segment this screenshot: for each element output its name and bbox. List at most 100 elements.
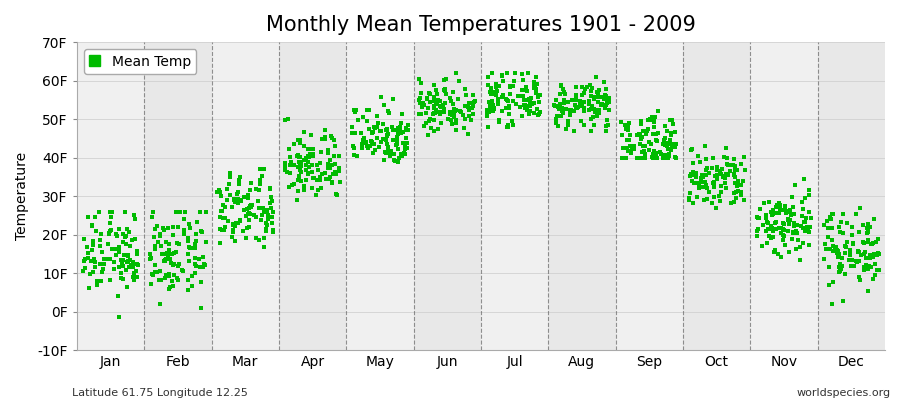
Point: [363, 143, 377, 150]
Point: [399, 146, 413, 152]
Point: [849, 258, 863, 264]
Point: [766, 248, 780, 255]
Point: [562, 109, 577, 116]
Point: [265, 220, 279, 226]
Point: [184, 224, 198, 231]
Point: [554, 83, 568, 89]
Point: [144, 280, 158, 287]
Point: [868, 261, 882, 267]
Point: [712, 193, 726, 199]
Point: [293, 178, 308, 184]
Point: [624, 150, 638, 156]
Point: [121, 226, 135, 233]
Point: [776, 220, 790, 226]
Point: [438, 86, 453, 92]
Point: [160, 250, 175, 256]
Point: [590, 94, 604, 100]
Point: [481, 74, 495, 80]
Point: [788, 228, 803, 234]
Point: [601, 95, 616, 102]
Point: [594, 94, 608, 100]
Point: [436, 86, 451, 93]
Point: [381, 147, 395, 153]
Point: [705, 200, 719, 206]
Point: [97, 260, 112, 267]
Point: [122, 264, 136, 271]
Point: [437, 77, 452, 83]
Point: [621, 126, 635, 133]
Point: [717, 172, 732, 179]
Point: [86, 256, 101, 262]
Point: [400, 140, 414, 146]
Point: [787, 211, 801, 217]
Point: [130, 251, 144, 258]
Point: [569, 84, 583, 90]
Point: [348, 107, 363, 114]
Point: [519, 84, 534, 91]
Point: [482, 82, 496, 88]
Point: [726, 162, 741, 168]
Point: [158, 226, 172, 233]
Point: [331, 167, 346, 174]
Point: [529, 86, 544, 92]
Point: [173, 208, 187, 215]
Point: [448, 117, 463, 123]
Point: [561, 99, 575, 105]
Point: [183, 245, 197, 252]
Point: [172, 260, 186, 267]
Point: [762, 199, 777, 205]
Point: [310, 162, 325, 168]
Point: [719, 145, 733, 152]
Point: [329, 192, 344, 198]
Point: [390, 134, 404, 141]
Point: [824, 224, 839, 231]
Point: [642, 147, 656, 153]
Point: [465, 91, 480, 98]
Point: [104, 228, 118, 234]
Point: [845, 223, 859, 230]
Point: [832, 248, 846, 254]
Point: [393, 127, 408, 134]
Point: [232, 181, 247, 187]
Bar: [414, 42, 481, 350]
Point: [76, 236, 91, 242]
Point: [424, 124, 438, 131]
Point: [780, 217, 795, 224]
Point: [466, 100, 481, 107]
Point: [81, 250, 95, 256]
Point: [242, 210, 256, 216]
Point: [380, 127, 394, 133]
Point: [253, 166, 267, 172]
Point: [417, 122, 431, 129]
Point: [585, 114, 599, 120]
Point: [218, 215, 232, 221]
Point: [443, 111, 457, 117]
Point: [430, 126, 445, 132]
Point: [688, 170, 703, 176]
Point: [555, 110, 570, 116]
Point: [361, 144, 375, 151]
Point: [695, 171, 709, 178]
Point: [310, 186, 325, 193]
Point: [574, 103, 589, 109]
Point: [225, 234, 239, 241]
Point: [215, 202, 230, 208]
Point: [189, 230, 203, 237]
Point: [585, 85, 599, 92]
Point: [378, 149, 392, 155]
Point: [433, 102, 447, 109]
Point: [574, 117, 589, 124]
Point: [857, 250, 871, 257]
Point: [412, 76, 427, 82]
Point: [658, 154, 672, 161]
Point: [636, 154, 651, 161]
Point: [652, 148, 667, 155]
Point: [766, 228, 780, 234]
Point: [737, 197, 751, 204]
Point: [307, 175, 321, 182]
Point: [293, 162, 308, 169]
Point: [765, 225, 779, 232]
Point: [802, 242, 816, 248]
Point: [668, 154, 682, 160]
Point: [244, 180, 258, 186]
